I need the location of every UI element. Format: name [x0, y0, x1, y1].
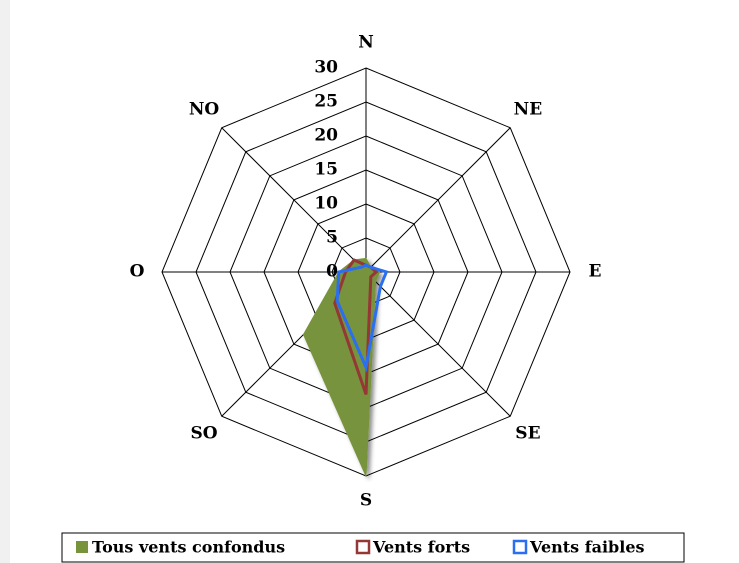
legend-label: Vents forts — [372, 538, 470, 557]
spoke — [365, 271, 511, 417]
page-margin — [0, 0, 10, 563]
spoke — [221, 127, 367, 273]
legend-label: Vents faibles — [529, 538, 645, 557]
category-label: SE — [515, 423, 540, 443]
r-tick-label: 30 — [314, 58, 338, 78]
labels: 0 5 10 15 20 25 30 N NE E SE S SO O NO — [130, 33, 602, 511]
category-label: O — [130, 262, 145, 282]
r-tick-label: 10 — [314, 194, 338, 214]
spoke — [365, 127, 511, 273]
legend: Tous vents confondus Vents forts Vents fai… — [76, 538, 645, 557]
r-tick-label: 15 — [314, 160, 338, 180]
category-label: NO — [189, 100, 220, 120]
legend-swatch — [355, 539, 371, 555]
category-label: E — [589, 262, 602, 282]
category-label: NE — [514, 100, 543, 120]
r-tick-label: 20 — [314, 126, 338, 146]
legend-swatch — [512, 539, 528, 555]
legend-label: Tous vents confondus — [92, 538, 285, 557]
r-tick-label: 25 — [314, 92, 338, 112]
legend-swatch — [76, 541, 88, 553]
plot — [302, 257, 389, 477]
legend-box — [61, 532, 685, 563]
category-label: N — [358, 33, 374, 53]
category-label: SO — [191, 423, 218, 443]
r-tick-label: 5 — [326, 228, 338, 248]
r-tick-label: 0 — [326, 262, 338, 282]
series-polygon — [335, 263, 389, 373]
category-label: S — [360, 491, 372, 511]
